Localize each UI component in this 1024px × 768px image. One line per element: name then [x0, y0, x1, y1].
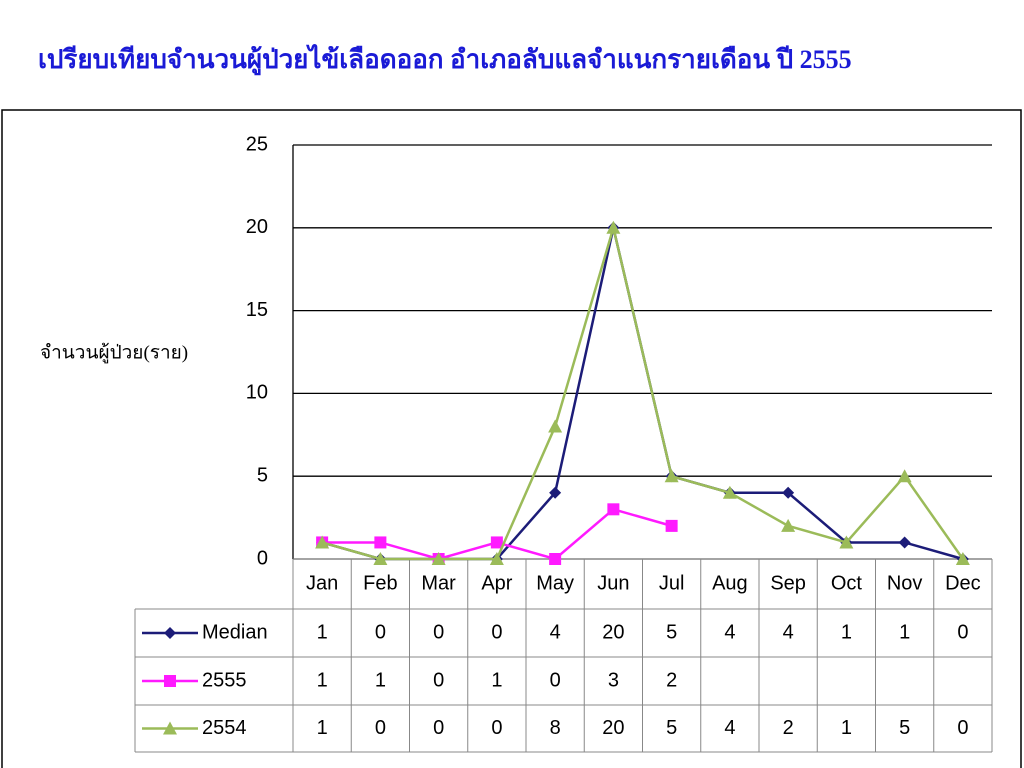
table-value: 4	[783, 621, 794, 643]
x-tick-label: Jan	[306, 572, 338, 594]
table-value: 0	[433, 669, 444, 691]
marker	[549, 486, 562, 499]
marker	[782, 486, 795, 499]
y-tick-label: 25	[246, 133, 268, 155]
marker	[897, 469, 912, 483]
table-value: 1	[841, 717, 852, 739]
chart-frame	[1, 109, 1022, 768]
marker	[664, 469, 679, 483]
table-value: 0	[491, 717, 502, 739]
marker	[549, 553, 562, 565]
marker	[315, 535, 330, 549]
y-axis-label: จำนวนผู้ป่วย(ราย)	[40, 342, 188, 363]
y-tick-label: 5	[257, 464, 268, 486]
table-value: 0	[550, 669, 561, 691]
y-tick-label: 10	[246, 382, 268, 404]
table-value: 5	[666, 621, 677, 643]
x-tick-label: Jun	[597, 572, 629, 594]
x-tick-label: Dec	[945, 572, 981, 594]
marker	[665, 519, 678, 532]
line	[321, 222, 964, 561]
table-value: 20	[602, 717, 624, 739]
table-value: 0	[433, 717, 444, 739]
x-tick-label: Nov	[887, 572, 923, 594]
table-value: 0	[957, 717, 968, 739]
table-value: 2	[666, 669, 677, 691]
y-tick-label: 20	[246, 216, 268, 238]
table-value: 20	[602, 621, 624, 643]
x-tick-label: Mar	[421, 572, 456, 594]
line	[322, 507, 672, 561]
table-value: 1	[375, 669, 386, 691]
marker	[781, 518, 796, 532]
table-value: 1	[317, 621, 328, 643]
marker	[374, 536, 387, 549]
x-tick-label: Aug	[712, 572, 748, 594]
x-tick-label: Jul	[659, 572, 685, 594]
table-value: 1	[491, 669, 502, 691]
y-tick-label: 15	[246, 299, 268, 321]
table-value: 5	[666, 717, 677, 739]
x-tick-label: Oct	[831, 572, 863, 594]
marker	[373, 552, 388, 565]
table-value: 1	[899, 621, 910, 643]
table-value: 4	[724, 717, 735, 739]
table-value: 3	[608, 669, 619, 691]
marker	[489, 552, 504, 565]
x-tick-label: May	[536, 572, 574, 594]
chart-title: เปรียบเทียบจำนวนผู้ป่วยไข้เลือดออก อำเภอ…	[38, 43, 852, 76]
legend-marker	[164, 675, 176, 687]
marker	[548, 419, 563, 433]
table-value: 4	[724, 621, 735, 643]
marker	[490, 536, 503, 549]
marker	[431, 552, 446, 565]
y-tick-label: 0	[257, 547, 268, 569]
legend-label: Median	[202, 621, 268, 643]
table-value: 5	[899, 717, 910, 739]
table-value: 0	[491, 621, 502, 643]
table-value: 0	[957, 621, 968, 643]
marker	[898, 536, 911, 549]
table-value: 1	[317, 717, 328, 739]
marker	[955, 552, 970, 565]
table-value: 0	[375, 621, 386, 643]
legend-marker	[164, 627, 176, 639]
table-value: 0	[433, 621, 444, 643]
legend-label: 2555	[202, 669, 247, 691]
marker	[606, 220, 621, 234]
marker	[722, 485, 737, 499]
table-value: 0	[375, 717, 386, 739]
table-value: 4	[550, 621, 561, 643]
marker	[839, 535, 854, 549]
legend-marker	[163, 721, 177, 735]
x-tick-label: Sep	[770, 572, 806, 594]
x-tick-label: Feb	[363, 572, 397, 594]
table-value: 1	[841, 621, 852, 643]
table-value: 2	[783, 717, 794, 739]
x-tick-label: Apr	[481, 572, 512, 594]
table-value: 1	[317, 669, 328, 691]
legend-label: 2554	[202, 717, 247, 739]
table-value: 8	[550, 717, 561, 739]
marker	[607, 503, 620, 516]
